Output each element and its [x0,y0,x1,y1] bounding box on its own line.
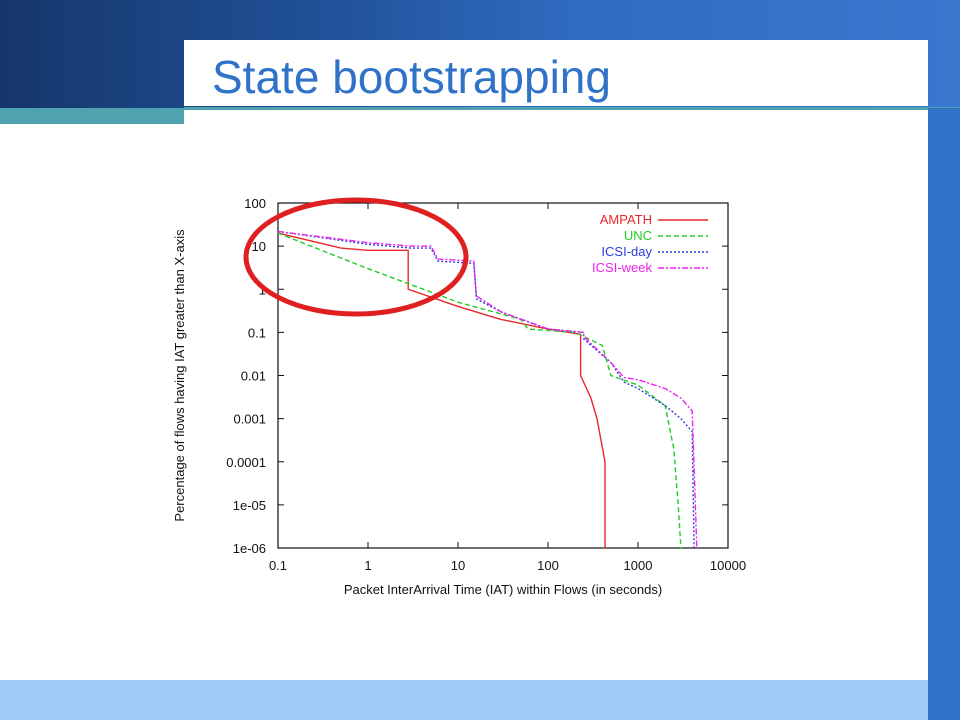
y-tick-label: 1e-06 [233,541,266,556]
x-tick-label: 0.1 [269,558,287,573]
bottom-bar [0,680,928,720]
y-tick-label: 10 [252,239,266,254]
y-tick-label: 1e-05 [233,498,266,513]
y-axis-label: Percentage of flows having IAT greater t… [172,229,187,522]
legend-label-unc: UNC [624,228,652,243]
highlight-circle [243,197,469,317]
series-line-icsi-day [277,230,695,549]
series-line-unc [277,232,683,549]
y-tick-label: 0.01 [241,369,266,384]
y-tick-label: 100 [244,196,266,211]
plot-frame [277,202,729,549]
x-tick-label: 1 [364,558,371,573]
y-tick-label: 0.001 [233,412,266,427]
right-side-bar [928,108,960,720]
legend-label-icsi-week: ICSI-week [592,260,652,275]
x-tick-label: 10 [451,558,465,573]
x-tick-label: 100 [537,558,559,573]
header-teal-line [184,107,960,110]
x-axis-label: Packet InterArrival Time (IAT) within Fl… [344,582,662,597]
y-tick-label: 0.0001 [226,455,266,470]
series-line-ampath [277,232,606,549]
y-tick-label: 0.1 [248,325,266,340]
legend-label-icsi-day: ICSI-day [601,244,652,259]
iat-chart: 0.1 1 10 100 1000 100001001010.10.010.0010.00… [172,196,746,597]
x-tick-label: 10000 [710,558,746,573]
title-box [184,40,928,106]
x-tick-label: 1000 [624,558,653,573]
legend-label-ampath: AMPATH [600,212,652,227]
header-teal-strip [0,108,184,124]
series-line-icsi-week [277,230,698,549]
page-title: State bootstrapping [212,51,611,103]
